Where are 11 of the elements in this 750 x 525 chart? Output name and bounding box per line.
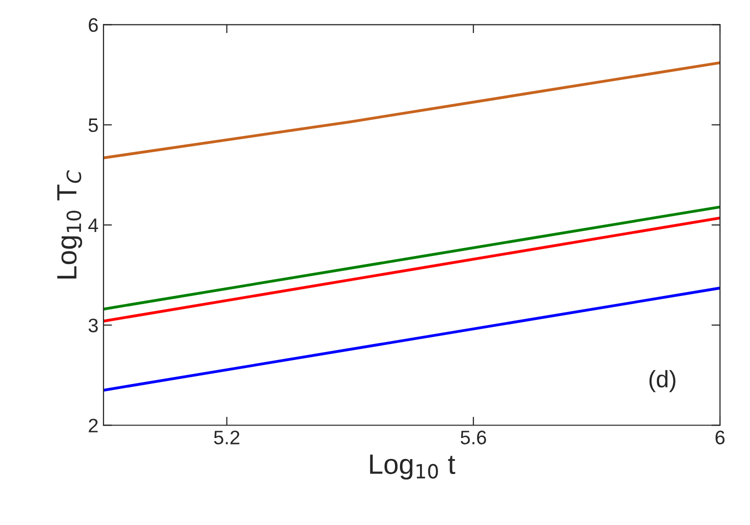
y-tick-label: 5 [88,118,98,132]
y-tick-label: 3 [88,318,98,332]
y-tick-label: 4 [88,218,98,232]
x-tick-label: 5.2 [214,430,240,444]
y-tick-label: 2 [88,418,98,432]
annotation: (d) [649,370,676,392]
x-axis-title: Log$_{10}$ t [370,454,456,480]
x-tick-label: 6 [716,430,725,444]
y-axis-title: Log$_{10}$ T$_{C}$ [57,170,82,279]
y-tick-label: 6 [88,18,98,32]
x-tick-label: 5.6 [460,430,486,444]
